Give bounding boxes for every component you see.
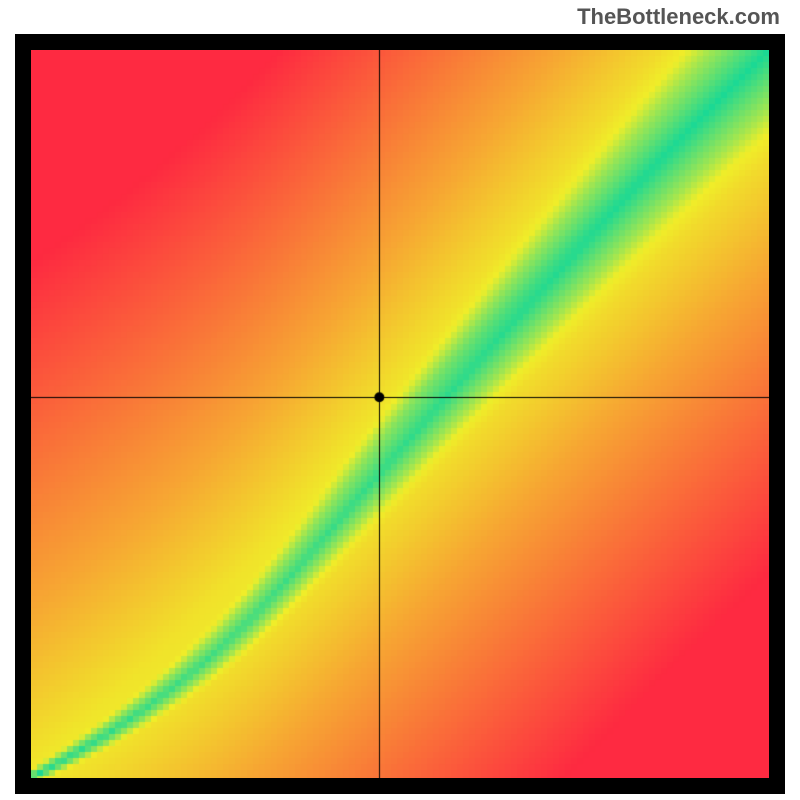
plot-black-frame: [15, 34, 785, 794]
heatmap-canvas: [31, 50, 769, 778]
watermark-text: TheBottleneck.com: [577, 4, 780, 30]
chart-container: TheBottleneck.com: [0, 0, 800, 800]
